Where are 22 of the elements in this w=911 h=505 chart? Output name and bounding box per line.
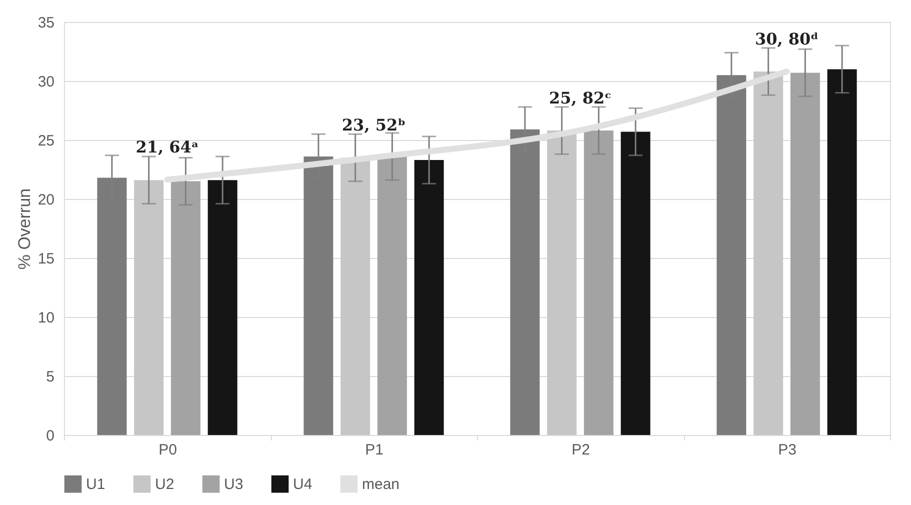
legend-label: U1 xyxy=(86,476,106,494)
legend-label: U2 xyxy=(155,476,174,494)
y-tick-label: 30 xyxy=(38,74,54,90)
y-tick-label: 25 xyxy=(38,132,54,150)
x-tick-label: P1 xyxy=(365,442,384,458)
annotation: 21, 64ᵃ xyxy=(136,138,199,157)
legend-label: mean xyxy=(362,476,400,494)
x-tick-label: P2 xyxy=(572,442,590,458)
y-tick-label: 5 xyxy=(46,368,54,386)
legend-label: U3 xyxy=(224,476,244,494)
x-tick-label: P3 xyxy=(778,442,796,458)
y-tick-label: 20 xyxy=(38,192,54,208)
y-tick-label: 0 xyxy=(46,428,54,444)
y-tick-label: 15 xyxy=(38,250,54,268)
annotation: 25, 82ᶜ xyxy=(548,88,612,108)
y-tick-label: 35 xyxy=(38,14,54,32)
annotation: 23, 52ᵇ xyxy=(342,115,406,134)
annotation: 30, 80ᵈ xyxy=(754,30,819,49)
y-axis-title: % Overrun xyxy=(14,188,34,270)
x-tick-label: P0 xyxy=(158,442,177,458)
legend-label: U4 xyxy=(293,476,312,494)
y-tick-label: 10 xyxy=(38,310,54,326)
